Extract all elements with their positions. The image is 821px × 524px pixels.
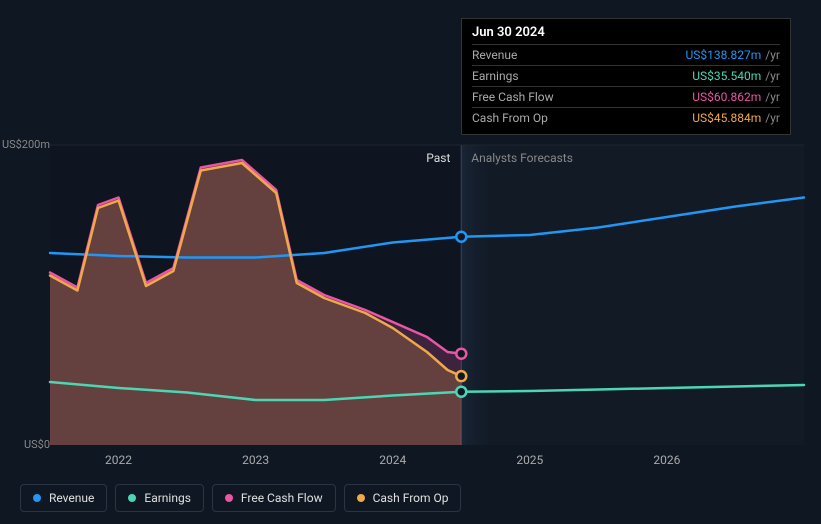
legend-dot-icon (128, 494, 136, 502)
legend-dot-icon (225, 494, 233, 502)
legend-item-label: Earnings (144, 491, 191, 505)
tooltip-row-label: Free Cash Flow (472, 90, 554, 104)
y-axis-label: US$200m (0, 138, 50, 151)
tooltip-row-value: US$60.862m (692, 90, 761, 104)
tooltip-row-value: US$138.827m (685, 48, 761, 62)
legend-item-label: Free Cash Flow (241, 491, 323, 505)
tooltip-row-unit: /yr (765, 69, 780, 83)
x-axis-label: 2026 (653, 453, 680, 467)
x-axis-label: 2022 (105, 453, 132, 467)
tooltip-row-label: Revenue (472, 48, 517, 62)
hover-tooltip: Jun 30 2024 RevenueUS$138.827m/yrEarning… (461, 18, 791, 135)
tooltip-row-unit: /yr (765, 111, 780, 125)
x-axis-label: 2023 (242, 453, 269, 467)
legend: Revenue Earnings Free Cash Flow Cash From O… (20, 484, 461, 512)
forecast-label: Analysts Forecasts (471, 151, 573, 165)
legend-item-revenue[interactable]: Revenue (20, 484, 107, 512)
past-label: Past (426, 151, 450, 165)
tooltip-row-label: Cash From Op (472, 111, 548, 125)
legend-item-fcf[interactable]: Free Cash Flow (212, 484, 336, 512)
legend-item-cfo[interactable]: Cash From Op (344, 484, 462, 512)
x-axis-label: 2024 (379, 453, 406, 467)
tooltip-row-unit: /yr (765, 90, 780, 104)
legend-dot-icon (357, 494, 365, 502)
tooltip-row-label: Earnings (472, 69, 519, 83)
financials-chart: US$0 US$200m 2022 2023 2024 2025 2026 Past An… (0, 0, 821, 524)
legend-item-label: Cash From Op (373, 491, 449, 505)
tooltip-row: Revenue US$138.827m/yr (472, 44, 780, 65)
legend-item-label: Revenue (49, 491, 94, 505)
tooltip-date: Jun 30 2024 (472, 25, 780, 40)
tooltip-row: Free Cash Flow US$60.862m/yr (472, 86, 780, 107)
tooltip-row-value: US$35.540m (692, 69, 761, 83)
tooltip-row: Earnings US$35.540m/yr (472, 65, 780, 86)
tooltip-row-value: US$45.884m (692, 111, 761, 125)
tooltip-row: Cash From Op US$45.884m/yr (472, 107, 780, 128)
tooltip-row-unit: /yr (765, 48, 780, 62)
y-axis-label: US$0 (0, 438, 50, 451)
x-axis-label: 2025 (516, 453, 543, 467)
legend-item-earnings[interactable]: Earnings (115, 484, 204, 512)
legend-dot-icon (33, 494, 41, 502)
